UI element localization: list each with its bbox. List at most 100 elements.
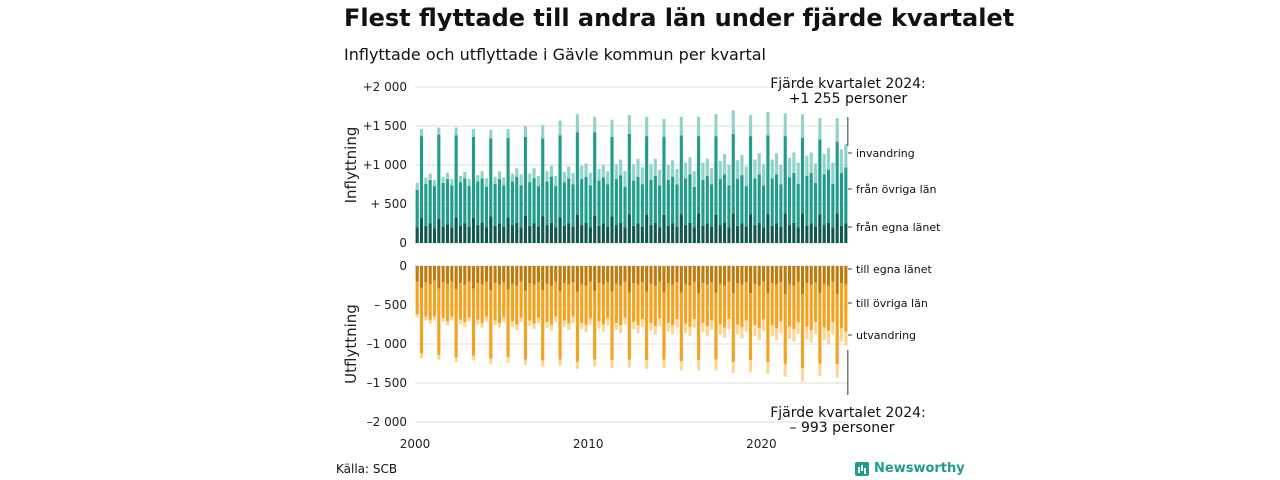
bar-segment <box>649 225 653 243</box>
bar-segment <box>476 175 480 182</box>
bar-segment <box>692 319 696 328</box>
bar-segment <box>584 222 588 243</box>
bar-segment <box>692 186 696 228</box>
bar-segment <box>454 135 458 218</box>
bar-segment <box>597 283 601 322</box>
bar-segment <box>619 222 623 243</box>
bar-segment <box>731 110 735 134</box>
bar-segment <box>519 227 523 243</box>
bar-segment <box>736 283 740 325</box>
bar-segment <box>839 172 844 226</box>
y-tick-label: –2 000 <box>367 415 407 429</box>
series-label: från övriga län <box>856 183 936 196</box>
bar-segment <box>510 266 514 284</box>
bar-segment <box>766 214 770 243</box>
bar-segment <box>584 163 588 177</box>
bar-segment <box>489 129 493 139</box>
bar-segment <box>610 360 614 369</box>
bar-segment <box>736 266 740 284</box>
bar-segment <box>796 183 800 228</box>
bar-segment <box>437 288 441 355</box>
bar-segment <box>770 225 774 243</box>
bar-segment <box>567 166 571 179</box>
bar-segment <box>493 283 497 321</box>
bar-segment <box>736 160 740 180</box>
bar-segment <box>428 283 432 320</box>
bar-segment <box>671 284 675 326</box>
bar-segment <box>510 321 514 327</box>
bar-segment <box>818 139 822 215</box>
bar-segment <box>800 213 805 243</box>
bar-segment <box>645 214 649 243</box>
bar-segment <box>515 176 519 223</box>
bar-segment <box>454 127 458 136</box>
bar-segment <box>749 214 753 243</box>
bar-segment <box>800 137 805 214</box>
bar-segment <box>658 169 662 186</box>
bar-segment <box>532 266 536 285</box>
bar-segment <box>775 284 779 329</box>
bar-segment <box>805 155 809 176</box>
bar-segment <box>606 226 610 243</box>
bar-segment <box>528 225 532 243</box>
bar-segment <box>787 225 792 243</box>
bar-segment <box>497 322 501 328</box>
bar-segment <box>471 129 476 137</box>
bar-segment <box>554 266 558 282</box>
bar-segment <box>623 227 627 243</box>
bar-segment <box>441 318 445 323</box>
newsworthy-icon <box>855 461 869 476</box>
bar-segment <box>454 289 458 358</box>
bar-segment <box>701 225 705 243</box>
bar-segment <box>692 227 696 243</box>
bar-segment <box>744 266 748 283</box>
bar-segment <box>658 281 662 319</box>
bar-segment <box>558 359 562 366</box>
bar-segment <box>597 266 601 284</box>
bar-segment <box>753 266 757 284</box>
y-tick-label: 0 <box>399 259 407 273</box>
bar-segment <box>597 180 601 226</box>
bar-segment <box>480 266 484 285</box>
bar-segment <box>792 152 796 173</box>
bar-segment <box>818 214 822 243</box>
bar-segment <box>740 327 744 339</box>
bar-segment <box>593 132 597 216</box>
bar-segment <box>549 222 553 243</box>
bar-segment <box>636 176 640 224</box>
bar-segment <box>762 164 766 186</box>
bar-segment <box>697 116 701 137</box>
bar-segment <box>736 225 740 243</box>
bar-segment <box>432 316 437 321</box>
bar-segment <box>766 135 770 215</box>
bar-segment <box>844 266 848 285</box>
bar-segment <box>813 226 818 243</box>
bar-segment <box>523 136 527 216</box>
bar-segment <box>554 227 558 243</box>
bar-segment <box>415 266 419 282</box>
bar-segment <box>541 266 545 291</box>
bar-segment <box>428 266 432 284</box>
bar-segment <box>532 168 536 179</box>
bar-segment <box>471 136 476 219</box>
bar-segment <box>701 266 705 284</box>
bar-segment <box>463 322 467 327</box>
bar-segment <box>645 291 649 361</box>
bar-segment <box>588 318 592 325</box>
bar-segment <box>584 325 588 333</box>
bar-segment <box>471 218 476 243</box>
bar-segment <box>541 138 545 217</box>
bar-segment <box>428 319 432 324</box>
bar-segment <box>775 223 779 243</box>
bar-segment <box>627 359 631 368</box>
bar-segment <box>757 174 761 223</box>
bar-segment <box>610 266 614 292</box>
bar-segment <box>575 114 579 133</box>
bar-segment <box>632 180 636 226</box>
bar-segment <box>727 185 731 228</box>
bar-segment <box>705 266 709 285</box>
bar-segment <box>497 223 501 243</box>
bar-segment <box>623 281 627 318</box>
bar-segment <box>662 292 666 360</box>
bar-segment <box>753 159 757 179</box>
